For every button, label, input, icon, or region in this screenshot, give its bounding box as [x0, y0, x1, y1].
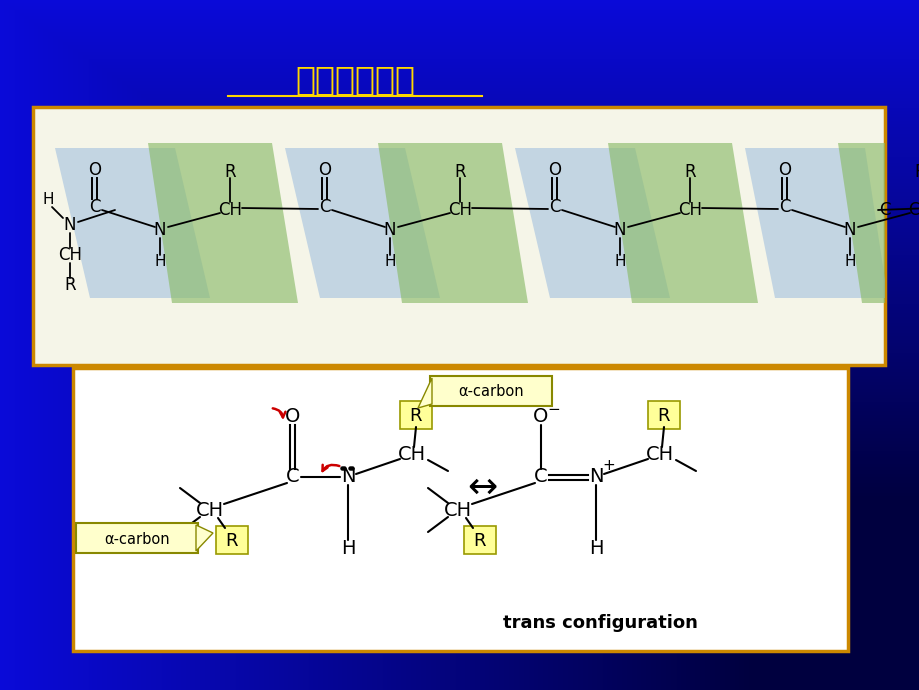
FancyBboxPatch shape — [216, 526, 248, 554]
Text: O: O — [533, 408, 548, 426]
Text: N: N — [340, 468, 355, 486]
Text: C: C — [319, 198, 331, 216]
Text: CH: CH — [58, 246, 82, 264]
Polygon shape — [196, 525, 213, 551]
Text: O: O — [285, 408, 301, 426]
Text: C: C — [549, 198, 561, 216]
Text: N: N — [843, 221, 856, 239]
Text: O: O — [777, 161, 790, 179]
Text: H: H — [844, 255, 855, 270]
Polygon shape — [607, 143, 757, 303]
Text: R: R — [224, 163, 235, 181]
Text: CH: CH — [196, 500, 224, 520]
Text: O: O — [88, 161, 101, 179]
Text: R: R — [409, 407, 422, 425]
Text: H: H — [42, 193, 53, 208]
Text: N: N — [588, 468, 603, 486]
Text: C: C — [534, 468, 547, 486]
Polygon shape — [285, 148, 439, 298]
Text: CH: CH — [398, 446, 425, 464]
Polygon shape — [744, 148, 884, 298]
Polygon shape — [417, 378, 432, 408]
Text: CH: CH — [645, 446, 674, 464]
Text: R: R — [64, 276, 75, 294]
Text: O: O — [318, 161, 331, 179]
Polygon shape — [148, 143, 298, 303]
Text: −: − — [547, 402, 560, 417]
Polygon shape — [378, 143, 528, 303]
Polygon shape — [515, 148, 669, 298]
Text: R: R — [684, 163, 695, 181]
FancyBboxPatch shape — [647, 401, 679, 429]
Text: R: R — [454, 163, 465, 181]
Text: CH: CH — [218, 201, 242, 219]
Text: α-carbon: α-carbon — [104, 531, 170, 546]
Text: trans configuration: trans configuration — [502, 614, 697, 632]
Text: H: H — [340, 538, 355, 558]
Polygon shape — [55, 148, 210, 298]
Text: R: R — [225, 532, 238, 550]
Text: N: N — [383, 221, 396, 239]
Text: R: R — [913, 163, 919, 181]
Text: N: N — [63, 216, 76, 234]
Text: N: N — [153, 221, 166, 239]
Text: 一、肽的结构: 一、肽的结构 — [295, 63, 414, 97]
Polygon shape — [837, 143, 884, 303]
Text: CH: CH — [448, 201, 471, 219]
Text: +: + — [602, 457, 615, 473]
Text: CH: CH — [907, 201, 919, 219]
FancyBboxPatch shape — [429, 376, 551, 406]
Text: α-carbon: α-carbon — [458, 384, 523, 400]
Text: H: H — [614, 255, 625, 270]
Text: R: R — [473, 532, 486, 550]
Text: C: C — [879, 201, 890, 219]
FancyBboxPatch shape — [73, 368, 847, 651]
Text: CH: CH — [444, 500, 471, 520]
FancyBboxPatch shape — [463, 526, 495, 554]
Text: H: H — [384, 255, 395, 270]
Text: ↔: ↔ — [466, 471, 496, 505]
Text: C: C — [778, 198, 790, 216]
Text: H: H — [154, 255, 165, 270]
Text: O: O — [548, 161, 561, 179]
Text: R: R — [657, 407, 670, 425]
FancyBboxPatch shape — [33, 107, 884, 365]
Text: N: N — [613, 221, 626, 239]
Text: C: C — [286, 468, 300, 486]
FancyBboxPatch shape — [76, 523, 198, 553]
FancyBboxPatch shape — [400, 401, 432, 429]
Text: C: C — [89, 198, 101, 216]
Text: H: H — [588, 538, 603, 558]
Text: CH: CH — [677, 201, 701, 219]
